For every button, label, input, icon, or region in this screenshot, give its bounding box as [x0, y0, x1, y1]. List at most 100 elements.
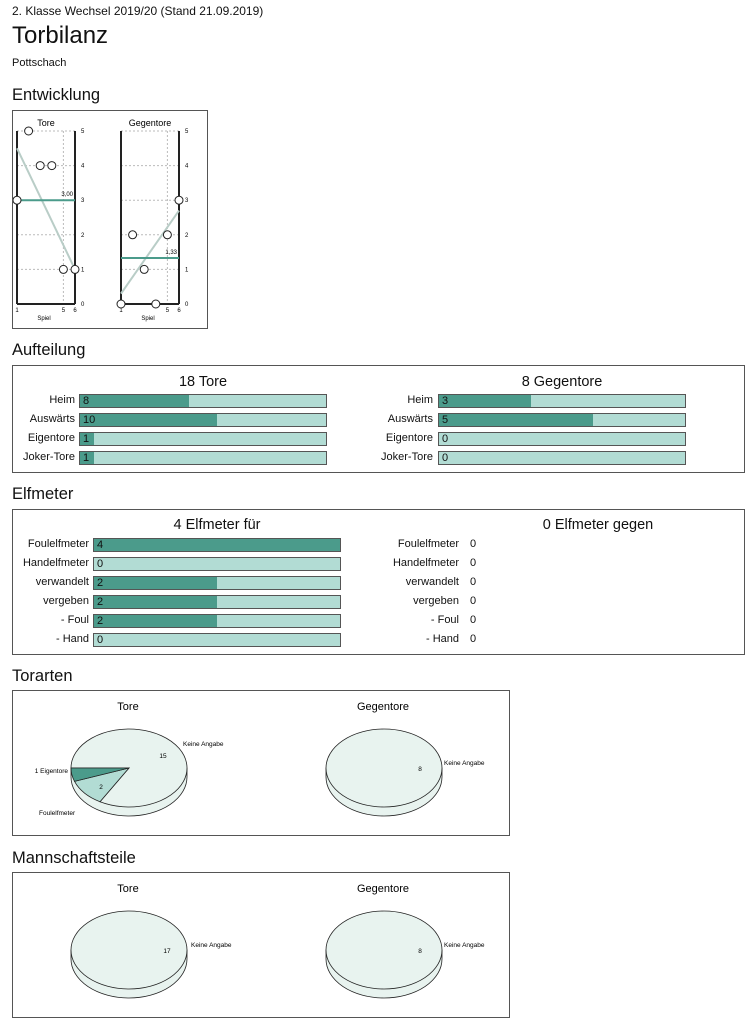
- elfmeter-fuer-bar-value: 2: [97, 577, 104, 589]
- torarten-panel: Tore Keine Angabe 15 Foulelfmeter 2 1 Eigento…: [12, 690, 510, 836]
- gegentore-bar-bar: 5: [438, 413, 686, 427]
- tore-x-axis-label: Spiel: [37, 316, 50, 322]
- mannschaftsteile-chart: Tore Keine Angabe 17 Gegentore Keine Angabe 8: [70, 883, 485, 999]
- tore-point: [24, 126, 34, 136]
- torarten-tore-slice-label: Foulelfmeter: [39, 810, 76, 817]
- tore-x-tick-label: 5: [62, 308, 66, 314]
- section-aufteilung: Aufteilung: [12, 341, 86, 359]
- tore-point: [12, 195, 22, 205]
- tore-bar-bar: 1: [79, 451, 327, 465]
- elfmeter-fuer-bar-value: 2: [97, 615, 104, 627]
- elfmeter-fuer-bar-value: 2: [97, 596, 104, 608]
- tore-bar-bar-value: 1: [83, 433, 90, 445]
- mannschaft-tore-pie-slice: [70, 910, 188, 990]
- tore-point: [47, 161, 57, 171]
- torarten-chart: Tore Keine Angabe 15 Foulelfmeter 2 1 Eigento…: [35, 701, 485, 817]
- gegentore-bar-bar-value: 0: [442, 452, 449, 464]
- tore-y-tick-label: 0: [81, 302, 85, 308]
- elfmeter-gegen-value: 0: [470, 595, 477, 607]
- elfmeter-fuer-bar: 2: [93, 595, 341, 609]
- gegentore-y-tick-label: 1: [185, 267, 189, 273]
- section-torarten: Torarten: [12, 667, 73, 685]
- elfmeter-gegen-label: - Foul: [430, 614, 459, 626]
- elfmeter-gegen-label: Handelfmeter: [392, 557, 459, 569]
- gegentore-point: [116, 299, 126, 309]
- tore-bar-bar: 1: [79, 432, 327, 446]
- tore-bar-bar-fill: [80, 414, 217, 426]
- elfmeter-fuer-label: - Foul: [60, 614, 89, 626]
- gegentore-y-tick-label: 5: [185, 129, 189, 135]
- torarten-gegentore-pie-slice: [325, 728, 443, 808]
- torarten-tore-slice-value: 15: [159, 753, 167, 760]
- section-mannschaftsteile: Mannschaftsteile: [12, 849, 136, 867]
- torarten-tore-slice-label: 1 Eigentore: [35, 768, 69, 775]
- elfmeter-gegen-value: 0: [470, 557, 477, 569]
- tore-average-label: 3,00: [61, 192, 73, 198]
- gegentore-bar-bar: 3: [438, 394, 686, 408]
- gegentore-bar-bar: 0: [438, 432, 686, 446]
- torarten-gegentore-slice-value: 8: [418, 766, 422, 773]
- gegentore-point: [174, 195, 184, 205]
- elfmeter-fuer-bar-fill: [94, 539, 340, 551]
- mannschaftsteile-panel: Tore Keine Angabe 17 Gegentore Keine Angabe 8: [12, 872, 510, 1018]
- tore-trend-line: [16, 147, 76, 270]
- gegentore-point: [151, 299, 161, 309]
- tore-bar-bar-value: 8: [83, 395, 90, 407]
- mannschaft-tore-slice-label: Keine Angabe: [191, 942, 232, 949]
- tore-y-tick-label: 5: [81, 129, 85, 135]
- page-title: Torbilanz: [12, 22, 109, 49]
- gegentore-x-tick-label: 1: [119, 308, 123, 314]
- gegentore-bar-label: Auswärts: [387, 413, 433, 425]
- elfmeter-fuer-title: 4 Elfmeter für: [173, 517, 261, 533]
- elfmeter-fuer-bar-fill: [94, 596, 217, 608]
- tore-bar-bar-value: 1: [83, 452, 90, 464]
- elfmeter-fuer-bar-value: 0: [97, 558, 104, 570]
- tore-bar-bar-value: 10: [83, 414, 96, 426]
- elfmeter-fuer-label: Foulelfmeter: [27, 538, 89, 550]
- elfmeter-fuer-bar-fill: [94, 577, 217, 589]
- gegentore-y-tick-label: 4: [185, 164, 189, 170]
- gegentore-bar-bar-fill: [439, 395, 532, 407]
- aufteilung-panel: 18 Tore Heim 8 Auswärts 10 Eigentore 1 Joker-To…: [12, 365, 745, 473]
- gegentore-x-tick-label: 6: [177, 308, 181, 314]
- tore-bar-bar-fill: [80, 395, 190, 407]
- elfmeter-gegen-title: 0 Elfmeter gegen: [542, 517, 654, 533]
- elfmeter-gegen-label: Foulelfmeter: [397, 538, 459, 550]
- elfmeter-fuer-bar-fill: [94, 615, 217, 627]
- tore-point: [35, 161, 45, 171]
- gegentore-bar-bar-value: 5: [442, 414, 449, 426]
- elfmeter-fuer-bar-value: 0: [97, 634, 104, 646]
- league-title: 2. Klasse Wechsel 2019/20 (Stand 21.09.2…: [12, 4, 264, 18]
- torarten-tore-pie-slice: [70, 767, 130, 782]
- elfmeter-gegen-label: - Hand: [425, 633, 459, 645]
- club-name: Pottschach: [12, 57, 67, 69]
- entwicklung-chart: Tore 0 1 2 3 4 5 1 5 6 Spiel 3,00 Gegentore 0 1 2 3 4 5 1 5 6…: [12, 118, 189, 322]
- torarten-gegentore-slice-label: Keine Angabe: [444, 760, 485, 767]
- elfmeter-gegen-value: 0: [470, 633, 477, 645]
- elfmeter-gegen-label: vergeben: [413, 595, 459, 607]
- elfmeter-gegen-value: 0: [470, 538, 477, 550]
- torarten-tore-slice-value: 2: [99, 784, 103, 791]
- elfmeter-fuer-bar-value: 4: [97, 539, 104, 551]
- mannschaft-gegentore-slice-value: 8: [418, 948, 422, 955]
- elfmeter-gegen-label: verwandelt: [405, 576, 459, 588]
- gegentore-bar-bar: 0: [438, 451, 686, 465]
- tore-bar-bar-fill: [80, 433, 94, 445]
- elfmeter-fuer-bar: 0: [93, 633, 341, 647]
- tore-chart-title: Tore: [37, 118, 55, 128]
- gegentore-chart-title: Gegentore: [129, 118, 172, 128]
- tore-bar-label: Auswärts: [29, 413, 75, 425]
- gegentore-bar-bar-fill: [439, 414, 593, 426]
- gegentore-point: [162, 230, 172, 240]
- gegentore-bar-bar-value: 3: [442, 395, 449, 407]
- elfmeter-fuer-bar: 2: [93, 576, 341, 590]
- gegentore-point: [128, 230, 138, 240]
- elfmeter-fuer-label: - Hand: [55, 633, 89, 645]
- section-elfmeter: Elfmeter: [12, 485, 74, 503]
- tore-bar-label: Joker-Tore: [23, 451, 75, 463]
- tore-y-tick-label: 1: [81, 267, 85, 273]
- torarten-tore-slice-label: Keine Angabe: [183, 741, 224, 748]
- gegentore-bar-label: Heim: [407, 394, 433, 406]
- gegentore-x-axis-label: Spiel: [141, 316, 154, 322]
- gegentore-x-tick-label: 5: [166, 308, 170, 314]
